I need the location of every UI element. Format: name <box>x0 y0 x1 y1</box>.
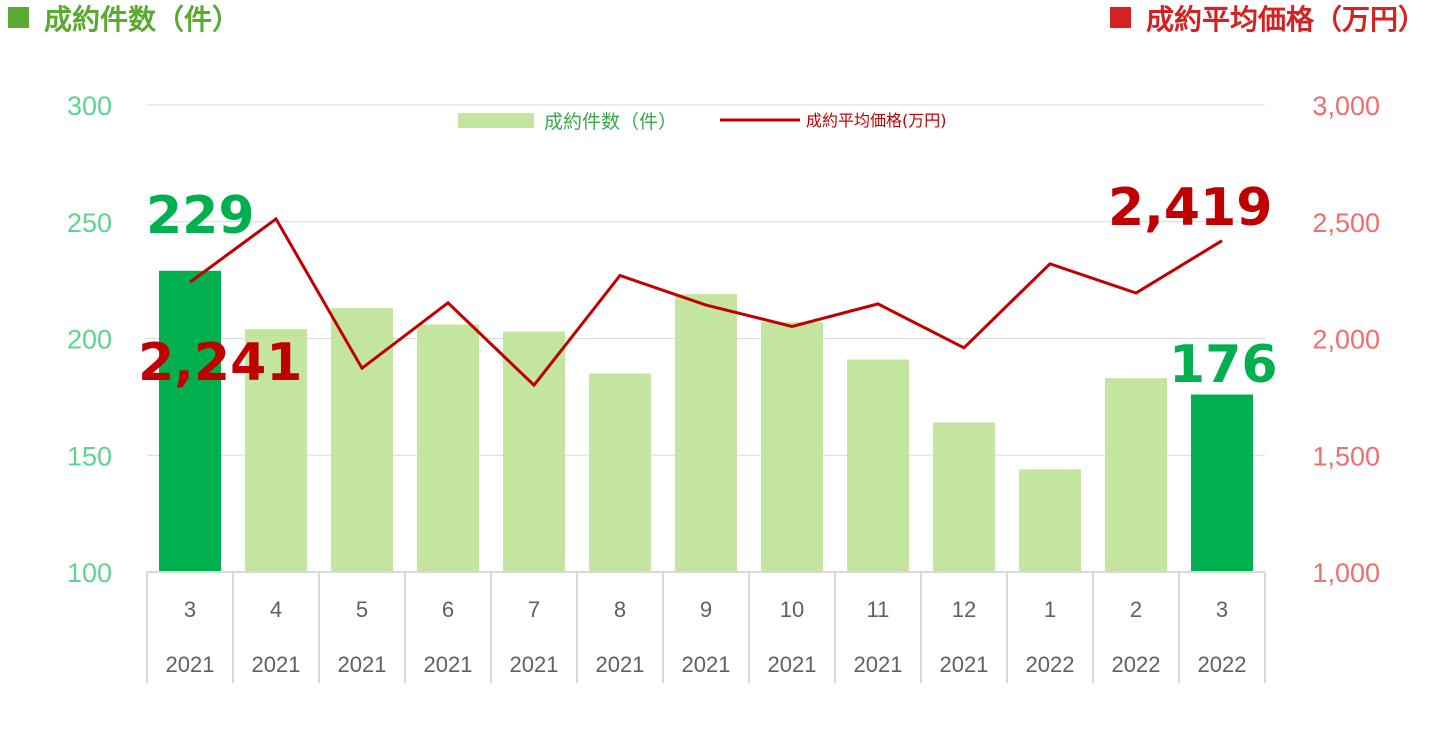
category-month-label: 8 <box>614 597 626 622</box>
category-month-label: 10 <box>780 597 804 622</box>
legend-line-label: 成約平均価格(万円) <box>806 111 947 130</box>
bar <box>761 322 823 572</box>
data-label-bar-last: 176 <box>1169 335 1278 395</box>
right-title-marker <box>1110 7 1131 28</box>
category-year-label: 2021 <box>682 652 731 677</box>
category-year-label: 2021 <box>252 652 301 677</box>
data-label-line-first: 2,241 <box>138 333 302 393</box>
category-year-label: 2021 <box>596 652 645 677</box>
bar <box>245 329 307 572</box>
bar <box>1191 394 1253 572</box>
category-month-label: 6 <box>442 597 454 622</box>
category-year-label: 2021 <box>768 652 817 677</box>
category-month-label: 1 <box>1044 597 1056 622</box>
left-tick-label: 150 <box>67 441 112 471</box>
legend: 成約件数（件） 成約平均価格(万円) <box>458 111 947 133</box>
bar <box>417 324 479 572</box>
category-month-label: 3 <box>1216 597 1228 622</box>
right-axis-ticks: 1,000 1,500 2,000 2,500 3,000 <box>1312 91 1380 588</box>
left-title-marker <box>8 7 29 28</box>
right-axis-title: 成約平均価格（万円） <box>1146 3 1426 36</box>
bar <box>589 373 651 572</box>
left-tick-label: 250 <box>67 208 112 238</box>
right-tick-label: 2,000 <box>1312 325 1380 355</box>
category-month-label: 4 <box>270 597 282 622</box>
bar <box>331 308 393 572</box>
category-year-label: 2022 <box>1112 652 1161 677</box>
category-month-label: 5 <box>356 597 368 622</box>
right-tick-label: 1,000 <box>1312 558 1380 588</box>
category-month-label: 11 <box>867 597 890 622</box>
category-year-label: 2021 <box>338 652 387 677</box>
category-month-label: 2 <box>1130 597 1142 622</box>
left-tick-label: 300 <box>67 91 112 121</box>
legend-bar-label: 成約件数（件） <box>544 111 677 133</box>
data-label-bar-first: 229 <box>146 186 255 246</box>
bar <box>503 331 565 572</box>
bar <box>1105 378 1167 572</box>
bar-series <box>159 270 1253 572</box>
bar <box>159 270 221 572</box>
left-tick-label: 100 <box>67 558 112 588</box>
price-line <box>189 216 1223 388</box>
data-label-line-last: 2,419 <box>1108 178 1272 238</box>
category-year-label: 2021 <box>510 652 559 677</box>
bar <box>847 359 909 572</box>
category-month-label: 3 <box>184 597 196 622</box>
category-year-label: 2022 <box>1198 652 1247 677</box>
category-month-label: 7 <box>528 597 540 622</box>
category-year-label: 2021 <box>166 652 215 677</box>
right-tick-label: 2,500 <box>1312 208 1380 238</box>
bar <box>1019 469 1081 572</box>
category-month-label: 12 <box>952 597 976 622</box>
right-tick-label: 1,500 <box>1312 441 1380 471</box>
category-year-label: 2022 <box>1026 652 1075 677</box>
category-year-label: 2021 <box>854 652 903 677</box>
category-axis: 3 2021 4 2021 5 2021 6 2021 7 2021 8 2021 9 2021 10 202… <box>146 571 1266 683</box>
category-year-label: 2021 <box>424 652 473 677</box>
left-tick-label: 200 <box>67 325 112 355</box>
bar <box>675 294 737 572</box>
category-year-label: 2021 <box>940 652 989 677</box>
legend-bar-swatch <box>458 113 534 128</box>
left-axis-ticks: 100 150 200 250 300 <box>67 91 112 588</box>
category-month-label: 9 <box>700 597 712 622</box>
bar <box>933 422 995 572</box>
right-tick-label: 3,000 <box>1312 91 1380 121</box>
left-axis-title: 成約件数（件） <box>44 3 240 36</box>
